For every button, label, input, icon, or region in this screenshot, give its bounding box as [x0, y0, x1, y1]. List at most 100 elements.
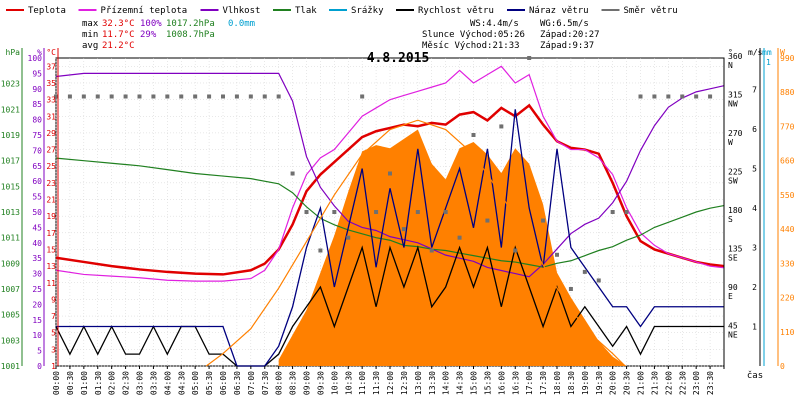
x-tick-label: 17:30: [539, 371, 548, 395]
axis-degc-tick: 1: [51, 362, 56, 371]
wind-direction-point: [388, 171, 392, 176]
axis-hpa-tick: 1003: [1, 336, 20, 345]
series-line-naraz: [56, 109, 724, 367]
wind-direction-point: [471, 133, 476, 137]
axis-degc-tick: 27: [46, 146, 56, 155]
axis-pct-tick: 20: [32, 300, 42, 309]
x-tick-label: 03:00: [136, 371, 145, 395]
x-tick-label: 03:30: [149, 371, 158, 395]
stats-block: max 32.3°C 100% 1017.2hPa 0.0mm min 11.7…: [82, 19, 600, 51]
x-tick-label: 17:00: [525, 371, 534, 395]
x-tick-label: 05:00: [191, 371, 200, 395]
x-tick-label: 11:30: [372, 371, 381, 395]
x-tick-label: 11:00: [358, 371, 367, 395]
stat-moon: Měsíc Východ:21:33: [422, 41, 520, 51]
axis-pct-tick: 65: [32, 162, 42, 171]
axis-pct-tick: 30: [32, 270, 42, 279]
x-tick-label: 16:30: [511, 371, 520, 395]
wind-direction-point: [568, 287, 573, 291]
wind-direction-point: [262, 94, 267, 99]
wind-direction-point: [555, 252, 559, 257]
wind-direction-point: [54, 94, 58, 99]
legend-label-teplota: Teplota: [28, 6, 66, 16]
axis-pct-tick: 75: [32, 131, 42, 140]
series-line-pocitova: [55, 65, 725, 282]
x-tick-label: 23:30: [706, 371, 715, 395]
wind-direction-point: [221, 94, 225, 99]
axis-w-tick: 110: [780, 328, 795, 337]
axis-degc-label: °C: [46, 48, 56, 57]
x-tick-label: 14:30: [456, 371, 465, 395]
x-tick-label: 10:30: [344, 371, 353, 395]
legend-label-pocitova: Přízemní teplota: [101, 6, 188, 16]
axis-hpa-tick: 1007: [1, 285, 20, 294]
stat-min-label: min: [82, 30, 98, 40]
axis-ms-tick: 1: [752, 323, 757, 332]
x-tick-label: 04:00: [163, 371, 172, 395]
wind-direction-point: [652, 94, 657, 99]
axis-pct-tick: 35: [32, 254, 42, 263]
x-tick-label: 21:30: [650, 371, 659, 395]
legend-label-tlak: Tlak: [295, 6, 317, 16]
legend-label-srazky: Srážky: [351, 6, 384, 16]
stat-min-temp: 11.7°C: [102, 30, 135, 40]
stat-avg-label: avg: [82, 41, 98, 51]
x-tick-label: 00:00: [52, 371, 61, 395]
wind-direction-point: [346, 235, 351, 240]
wind-direction-point: [415, 210, 420, 214]
axis-degc-tick: 7: [51, 312, 56, 321]
x-tick-label: 02:30: [122, 371, 131, 395]
legend-label-naraz: Náraz větru: [529, 6, 589, 16]
axis-ms-tick: 7: [752, 86, 757, 95]
axis-mm-label: mm: [762, 48, 772, 57]
axis-pct-tick: 25: [32, 285, 42, 294]
axis-degc-tick: 3: [51, 345, 56, 354]
axis-deg-tick: 180: [728, 206, 743, 215]
wind-direction-point: [694, 94, 699, 99]
axis-degc-tick: 23: [46, 179, 56, 188]
axis-ms-tick: 3: [752, 244, 757, 253]
axis-ms-tick: 6: [752, 125, 757, 134]
wind-direction-point: [360, 94, 365, 99]
axis-degc-tick: 25: [46, 162, 56, 171]
x-tick-label: 07:00: [247, 371, 256, 395]
x-tick-label: 09:30: [316, 371, 325, 395]
wind-direction-point: [109, 94, 114, 99]
axis-ms-tick: 2: [752, 283, 757, 292]
wind-direction-point: [81, 94, 86, 99]
axis-w-tick: 220: [780, 294, 795, 303]
wind-direction-point: [290, 171, 295, 176]
axis-pct-tick: 80: [32, 116, 42, 125]
axis-deg-tick: 135: [728, 245, 743, 254]
wind-direction-point: [666, 94, 671, 99]
axis-hpa-tick: 1013: [1, 208, 20, 217]
stat-wg: WG:6.5m/s: [540, 19, 589, 29]
wind-direction-point: [401, 227, 406, 232]
x-tick-label: 06:00: [219, 371, 228, 395]
axis-deg-tick: 270: [728, 129, 743, 138]
axis-degc-tick: 33: [46, 96, 56, 105]
wind-direction-point: [513, 248, 518, 253]
axis-deg-dir: E: [728, 292, 733, 301]
stat-max-press: 1017.2hPa: [166, 19, 215, 29]
axis-deg-tick: 90: [728, 283, 738, 292]
axis-w-label: W: [780, 48, 785, 57]
x-tick-label: 14:00: [442, 371, 451, 395]
chart-title: 4.8.2015: [367, 51, 430, 66]
axis-deg-dir: N: [728, 61, 733, 70]
axis-deg-dir: SW: [728, 177, 738, 186]
axis-deg-dir: W: [728, 138, 733, 147]
wind-direction-point: [165, 94, 170, 99]
stat-ws: WS:4.4m/s: [470, 19, 519, 29]
axis-w-tick: 880: [780, 88, 795, 97]
series-line-slunce: [205, 119, 626, 367]
grid: [55, 58, 725, 367]
axis-pct-tick: 90: [32, 85, 42, 94]
x-axis-label: čas: [747, 370, 763, 381]
axis-pct-tick: 100: [28, 54, 43, 63]
stat-max-temp: 32.3°C: [102, 19, 135, 29]
axis-deg-tick: 360: [728, 52, 743, 61]
wind-direction-point: [123, 94, 128, 99]
axis-deg-dir: NW: [728, 100, 738, 109]
axis-degc-tick: 35: [46, 79, 56, 88]
